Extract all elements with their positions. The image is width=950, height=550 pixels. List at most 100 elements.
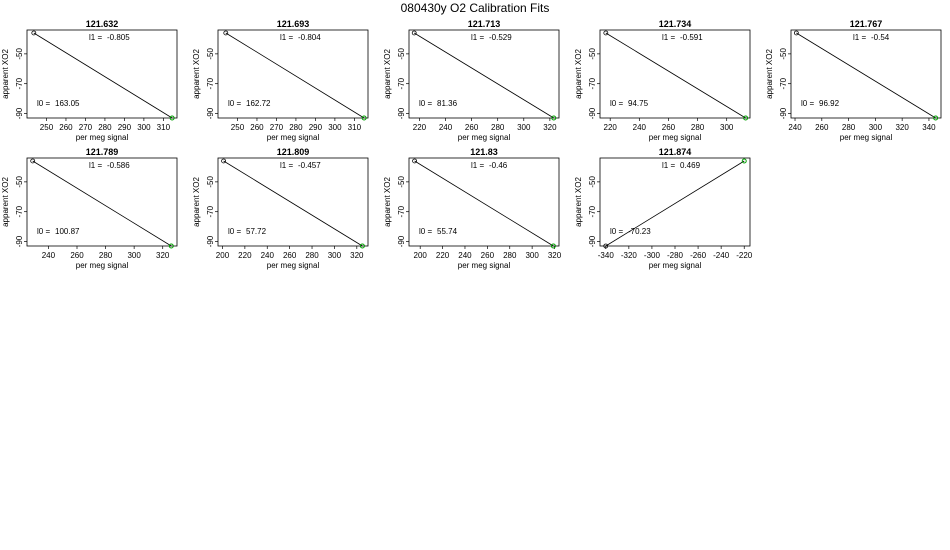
- y-axis-label: apparent XO2: [383, 177, 392, 227]
- y-tick-label: -90: [397, 107, 406, 119]
- x-tick-label: 280: [289, 123, 303, 132]
- y-axis-label: apparent XO2: [192, 177, 201, 227]
- calibration-panel: 121.767 240 260 280 300 320 340 -50 -70 -90 per me…: [765, 19, 942, 142]
- y-tick-label: -90: [206, 235, 215, 247]
- x-axis-label: per meg signal: [458, 133, 511, 142]
- x-tick-label: 280: [98, 123, 112, 132]
- data-point: [359, 243, 365, 249]
- y-tick-label: -70: [15, 77, 24, 89]
- y-tick-label: -70: [206, 77, 215, 89]
- fit-line: [223, 160, 363, 247]
- plot-frame: [26, 29, 178, 119]
- plot-frame: [217, 29, 369, 119]
- x-tick-label: -340: [598, 251, 615, 260]
- intercept-label: l0 =: [37, 99, 50, 108]
- x-tick-label: 300: [720, 123, 734, 132]
- slope-value: 0.469: [680, 161, 701, 170]
- intercept-value: 162.72: [246, 99, 271, 108]
- x-axis-label: per meg signal: [840, 133, 893, 142]
- fit-line: [414, 32, 554, 119]
- x-tick-label: 280: [503, 251, 517, 260]
- x-tick-label: 280: [691, 123, 705, 132]
- x-axis-label: per meg signal: [649, 261, 702, 270]
- x-tick-label: -220: [736, 251, 753, 260]
- slope-label: l1 =: [280, 161, 293, 170]
- x-tick-label: 280: [842, 123, 856, 132]
- y-tick-label: -50: [15, 176, 24, 188]
- x-tick-label: 310: [157, 123, 171, 132]
- plot-frame: [790, 29, 942, 119]
- y-tick-label: -70: [588, 77, 597, 89]
- x-axis-label: per meg signal: [76, 261, 129, 270]
- slope-label: l1 =: [89, 33, 102, 42]
- calibration-panel: 121.713 220 240 260 280 300 320 -50 -70 -90 per me…: [383, 19, 560, 142]
- x-axis-label: per meg signal: [267, 261, 320, 270]
- slope-label: l1 =: [662, 33, 675, 42]
- data-point: [411, 30, 417, 36]
- intercept-label: l0 =: [801, 99, 814, 108]
- x-tick-label: 320: [156, 251, 170, 260]
- x-tick-label: 300: [328, 123, 342, 132]
- calibration-panel: 121.632 250 260 270 280 290 300 310 -50 -70 -90 per…: [1, 19, 178, 142]
- calibration-panel: 121.789 240 260 280 300 320 -50 -70 -90 per meg s…: [1, 147, 178, 270]
- x-tick-label: 220: [413, 123, 427, 132]
- y-tick-label: -50: [588, 48, 597, 60]
- slope-value: -0.457: [298, 161, 321, 170]
- slope-value: -0.805: [107, 33, 130, 42]
- slope-value: -0.529: [489, 33, 512, 42]
- x-tick-label: 220: [604, 123, 618, 132]
- x-tick-label: 320: [350, 251, 364, 260]
- x-axis-label: per meg signal: [458, 261, 511, 270]
- data-point: [31, 30, 37, 36]
- intercept-label: l0 =: [610, 99, 623, 108]
- intercept-value: -70.23: [628, 227, 651, 236]
- slope-value: -0.591: [680, 33, 703, 42]
- x-tick-label: 300: [328, 251, 342, 260]
- y-tick-label: -90: [397, 235, 406, 247]
- x-tick-label: -320: [621, 251, 638, 260]
- intercept-value: 57.72: [246, 227, 267, 236]
- slope-value: -0.54: [871, 33, 890, 42]
- panel-title: 121.767: [850, 19, 883, 29]
- intercept-label: l0 =: [419, 227, 432, 236]
- fit-line: [605, 32, 746, 119]
- y-tick-label: -70: [588, 205, 597, 217]
- intercept-label: l0 =: [228, 227, 241, 236]
- y-tick-label: -50: [206, 176, 215, 188]
- x-axis-label: per meg signal: [267, 133, 320, 142]
- x-tick-label: 270: [79, 123, 93, 132]
- x-tick-label: 300: [869, 123, 883, 132]
- y-tick-label: -90: [588, 107, 597, 119]
- calibration-panel: 121.83 200 220 240 260 280 300 320 -50 -70 -90 per …: [383, 147, 562, 270]
- y-tick-label: -70: [397, 205, 406, 217]
- y-tick-label: -90: [588, 235, 597, 247]
- y-axis-label: apparent XO2: [574, 49, 583, 99]
- y-tick-label: -70: [206, 205, 215, 217]
- fit-line: [605, 160, 745, 247]
- y-axis-label: apparent XO2: [765, 49, 774, 99]
- slope-label: l1 =: [471, 33, 484, 42]
- x-tick-label: 280: [491, 123, 505, 132]
- x-tick-label: 240: [788, 123, 802, 132]
- y-tick-label: -50: [15, 48, 24, 60]
- y-tick-label: -90: [779, 107, 788, 119]
- panel-title: 121.713: [468, 19, 501, 29]
- slope-label: l1 =: [471, 161, 484, 170]
- x-tick-label: 290: [118, 123, 132, 132]
- y-tick-label: -90: [206, 107, 215, 119]
- fit-line: [796, 32, 936, 119]
- intercept-label: l0 =: [37, 227, 50, 236]
- x-tick-label: 250: [40, 123, 54, 132]
- x-tick-label: -280: [667, 251, 684, 260]
- data-point: [793, 30, 799, 36]
- x-tick-label: 240: [261, 251, 275, 260]
- x-tick-label: 290: [309, 123, 323, 132]
- x-tick-label: 260: [465, 123, 479, 132]
- panel-title: 121.789: [86, 147, 119, 157]
- x-tick-label: 310: [348, 123, 362, 132]
- slope-label: l1 =: [89, 161, 102, 170]
- intercept-value: 163.05: [55, 99, 80, 108]
- y-tick-label: -50: [397, 48, 406, 60]
- y-tick-label: -50: [397, 176, 406, 188]
